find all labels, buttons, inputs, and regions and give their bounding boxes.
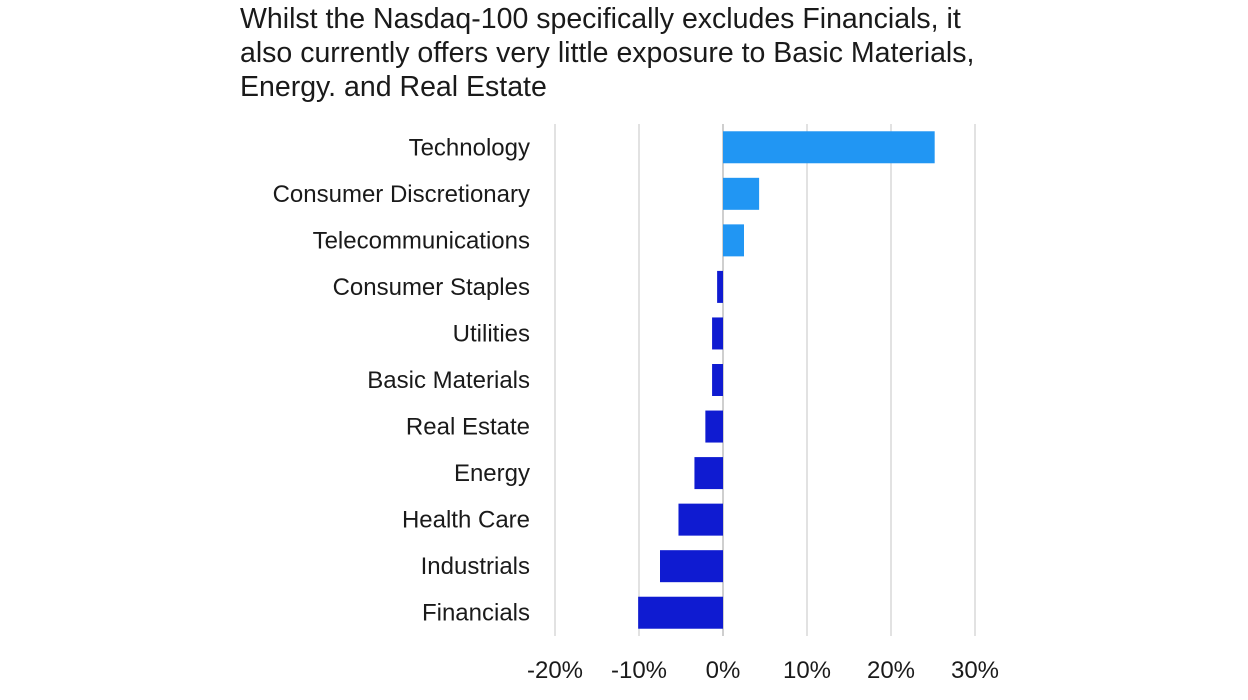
bar-technology — [723, 131, 935, 164]
category-labels: Technology Consumer Discretionary Telecomm… — [273, 134, 530, 626]
bars — [638, 131, 935, 629]
chart-title: Whilst the Nasdaq-100 specifically exclu… — [240, 2, 1040, 104]
title-line-2: also currently offers very little exposu… — [240, 37, 975, 69]
category-label: Financials — [422, 600, 530, 627]
bar-consumer-staples — [717, 270, 723, 303]
bar-industrials — [660, 550, 723, 583]
category-label: Energy — [454, 460, 530, 487]
category-label: Health Care — [402, 507, 530, 534]
x-tick-label: 20% — [867, 657, 915, 684]
title-line-3: Energy. and Real Estate — [240, 71, 547, 103]
x-tick-label: 30% — [951, 657, 999, 684]
category-label: Utilities — [453, 320, 530, 347]
title-line-1: Whilst the Nasdaq-100 specifically exclu… — [240, 3, 961, 35]
bar-telecommunications — [723, 224, 744, 257]
bar-utilities — [712, 317, 723, 350]
category-label: Consumer Staples — [333, 274, 530, 301]
x-tick-label: -20% — [527, 657, 583, 684]
bar-consumer-discretionary — [723, 177, 760, 210]
bar-health-care — [678, 503, 723, 536]
category-label: Industrials — [421, 553, 530, 580]
bar-energy — [694, 457, 723, 490]
bar-basic-materials — [712, 364, 723, 396]
bar-real-estate — [705, 410, 723, 443]
category-label: Real Estate — [406, 414, 530, 441]
x-tick-label: 0% — [706, 657, 741, 684]
x-tick-label: -10% — [611, 657, 667, 684]
bar-financials — [638, 596, 723, 629]
category-label: Basic Materials — [367, 367, 530, 394]
x-tick-labels: -20% -10% 0% 10% 20% 30% — [527, 657, 999, 684]
x-tick-label: 10% — [783, 657, 831, 684]
category-label: Technology — [409, 134, 530, 161]
gridlines — [554, 124, 976, 636]
category-label: Consumer Discretionary — [273, 181, 530, 208]
category-label: Telecommunications — [313, 227, 530, 254]
